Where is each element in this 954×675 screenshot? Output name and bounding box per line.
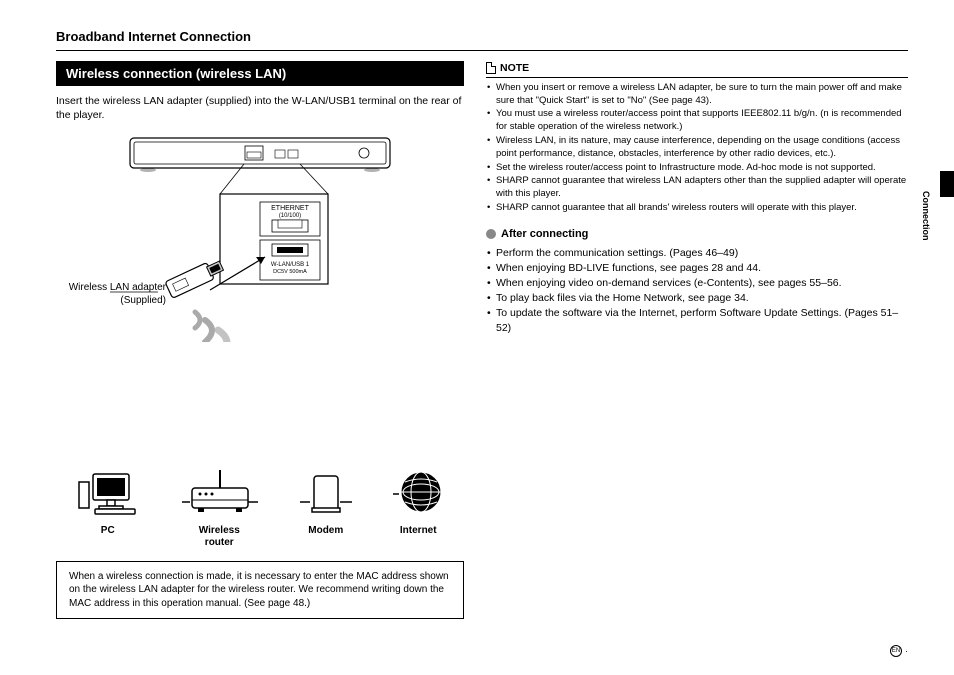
- intro-text: Insert the wireless LAN adapter (supplie…: [56, 94, 464, 122]
- note-item: Wireless LAN, in its nature, may cause i…: [486, 135, 908, 161]
- note-item: SHARP cannot guarantee that all brands' …: [486, 202, 908, 215]
- router-icon: Wirelessrouter: [180, 468, 258, 549]
- network-diagram: PC Wirelessrouter: [56, 468, 464, 549]
- section-tab-label: Connection: [920, 191, 932, 241]
- notes-list: When you insert or remove a wireless LAN…: [486, 82, 908, 215]
- adapter-label: Wireless LAN adapter (Supplied): [56, 282, 166, 307]
- note-item: Set the wireless router/access point to …: [486, 162, 908, 175]
- after-item: When enjoying video on-demand services (…: [486, 276, 908, 290]
- svg-text:(10/100): (10/100): [279, 213, 301, 219]
- internet-icon: Internet: [393, 468, 443, 549]
- pc-icon: PC: [77, 468, 139, 549]
- note-item: SHARP cannot guarantee that wireless LAN…: [486, 175, 908, 201]
- mac-address-note: When a wireless connection is made, it i…: [56, 561, 464, 620]
- after-item: To play back files via the Home Network,…: [486, 291, 908, 305]
- page-footer: EN ·: [890, 645, 908, 657]
- after-connecting-heading: After connecting: [486, 227, 908, 242]
- note-item: When you insert or remove a wireless LAN…: [486, 82, 908, 108]
- language-indicator: EN: [890, 645, 902, 657]
- svg-text:ETHERNET: ETHERNET: [271, 205, 309, 212]
- after-item: Perform the communication settings. (Pag…: [486, 246, 908, 260]
- after-item: When enjoying BD-LIVE functions, see pag…: [486, 261, 908, 275]
- bullet-icon: [486, 229, 496, 239]
- right-column: NOTE When you insert or remove a wireles…: [486, 61, 908, 620]
- page-title: Broadband Internet Connection: [56, 28, 908, 51]
- note-heading: NOTE: [486, 61, 908, 78]
- after-item: To update the software via the Internet,…: [486, 306, 908, 334]
- svg-text:DC5V 500mA: DC5V 500mA: [273, 269, 307, 275]
- modem-icon: Modem: [300, 468, 352, 549]
- left-column: Wireless connection (wireless LAN) Inser…: [56, 61, 464, 620]
- connection-diagram: ETHERNET (10/100) W-LAN/USB 1 DC5V 500mA: [56, 132, 464, 462]
- section-heading: Wireless connection (wireless LAN): [56, 61, 464, 87]
- after-connecting-list: Perform the communication settings. (Pag…: [486, 246, 908, 335]
- note-icon: [486, 62, 496, 74]
- svg-text:W-LAN/USB 1: W-LAN/USB 1: [271, 262, 310, 268]
- note-item: You must use a wireless router/access po…: [486, 108, 908, 134]
- section-tab-marker: [940, 171, 954, 197]
